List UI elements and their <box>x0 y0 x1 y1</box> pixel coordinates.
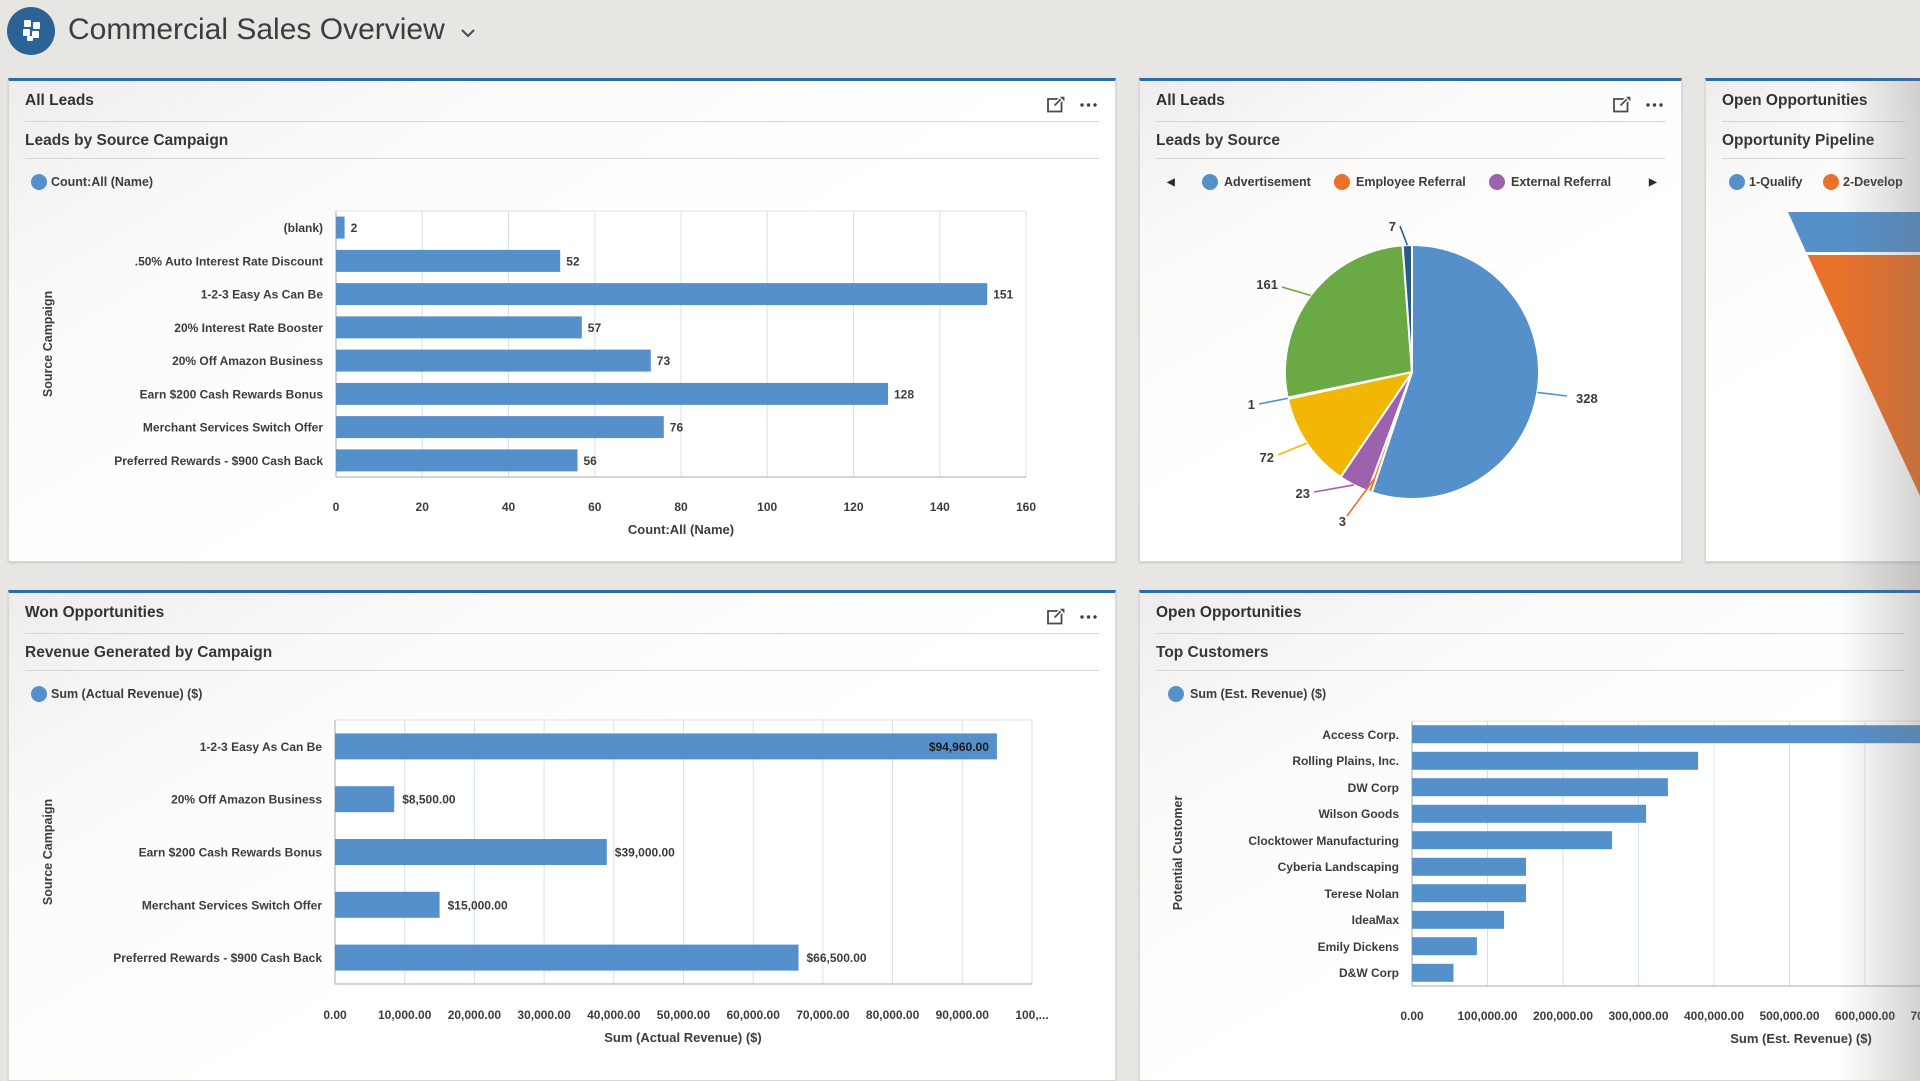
svg-text:50,000.00: 50,000.00 <box>657 1008 711 1022</box>
svg-text:80: 80 <box>674 500 688 514</box>
svg-text:20% Interest Rate Booster: 20% Interest Rate Booster <box>174 321 323 335</box>
svg-text:76: 76 <box>670 421 684 435</box>
svg-text:(blank): (blank) <box>284 221 323 235</box>
svg-text:90,000.00: 90,000.00 <box>936 1008 990 1022</box>
svg-text:$8,500.00: $8,500.00 <box>402 793 456 807</box>
svg-text:40: 40 <box>502 500 516 514</box>
svg-text:151: 151 <box>993 288 1013 302</box>
svg-text:Terese Nolan: Terese Nolan <box>1325 887 1399 901</box>
svg-text:IdeaMax: IdeaMax <box>1352 913 1400 927</box>
svg-text:300,000.00: 300,000.00 <box>1608 1009 1668 1023</box>
svg-text:2: 2 <box>351 221 358 235</box>
svg-text:73: 73 <box>657 354 671 368</box>
svg-text:128: 128 <box>894 387 914 401</box>
svg-text:3: 3 <box>1339 514 1346 529</box>
svg-text:20% Off Amazon Business: 20% Off Amazon Business <box>172 354 323 368</box>
svg-text:20,000.00: 20,000.00 <box>448 1008 502 1022</box>
svg-text:100,...: 100,... <box>1015 1008 1048 1022</box>
svg-text:0: 0 <box>333 500 340 514</box>
svg-text:Clocktower Manufacturing: Clocktower Manufacturing <box>1248 834 1399 848</box>
svg-text:200,000.00: 200,000.00 <box>1533 1009 1593 1023</box>
svg-text:10,000.00: 10,000.00 <box>378 1008 432 1022</box>
svg-text:Cyberia Landscaping: Cyberia Landscaping <box>1278 860 1399 874</box>
svg-text:100: 100 <box>757 500 777 514</box>
svg-text:Source Campaign: Source Campaign <box>41 799 55 905</box>
svg-text:20% Off Amazon Business: 20% Off Amazon Business <box>171 793 322 807</box>
svg-text:Merchant Services Switch Offer: Merchant Services Switch Offer <box>142 898 322 912</box>
svg-text:0.00: 0.00 <box>323 1008 347 1022</box>
svg-text:DW Corp: DW Corp <box>1348 781 1399 795</box>
svg-text:Wilson Goods: Wilson Goods <box>1318 807 1399 821</box>
svg-text:1: 1 <box>1248 397 1255 412</box>
svg-text:D&W Corp: D&W Corp <box>1339 966 1399 980</box>
svg-text:161: 161 <box>1256 277 1278 292</box>
svg-text:7: 7 <box>1389 219 1396 234</box>
svg-text:57: 57 <box>588 321 602 335</box>
svg-text:40,000.00: 40,000.00 <box>587 1008 641 1022</box>
svg-text:Count:All (Name): Count:All (Name) <box>628 522 734 537</box>
svg-text:$39,000.00: $39,000.00 <box>615 846 675 860</box>
svg-text:$15,000.00: $15,000.00 <box>448 898 508 912</box>
svg-text:30,000.00: 30,000.00 <box>517 1008 571 1022</box>
svg-text:0.00: 0.00 <box>1400 1009 1424 1023</box>
svg-text:Access Corp.: Access Corp. <box>1322 728 1399 742</box>
svg-text:Preferred Rewards - $900 Cash: Preferred Rewards - $900 Cash Back <box>114 454 323 468</box>
svg-text:20: 20 <box>416 500 430 514</box>
svg-text:60: 60 <box>588 500 602 514</box>
svg-text:140: 140 <box>930 500 950 514</box>
svg-text:$94,960.00: $94,960.00 <box>929 740 989 754</box>
svg-text:60,000.00: 60,000.00 <box>727 1008 781 1022</box>
svg-text:80,000.00: 80,000.00 <box>866 1008 920 1022</box>
svg-text:500,000.00: 500,000.00 <box>1759 1009 1819 1023</box>
svg-text:Potential Customer: Potential Customer <box>1171 796 1185 911</box>
svg-text:400,000.00: 400,000.00 <box>1684 1009 1744 1023</box>
svg-text:Merchant Services Switch Offer: Merchant Services Switch Offer <box>143 421 323 435</box>
svg-text:Earn $200 Cash Rewards Bonus: Earn $200 Cash Rewards Bonus <box>139 846 323 860</box>
svg-text:Earn $200 Cash Rewards Bonus: Earn $200 Cash Rewards Bonus <box>140 387 324 401</box>
svg-text:1-2-3 Easy As Can Be: 1-2-3 Easy As Can Be <box>200 740 323 754</box>
svg-text:70,000.00: 70,000.00 <box>796 1008 850 1022</box>
svg-text:52: 52 <box>566 254 580 268</box>
svg-text:1-2-3 Easy As Can Be: 1-2-3 Easy As Can Be <box>201 288 324 302</box>
svg-text:120: 120 <box>843 500 863 514</box>
svg-text:23: 23 <box>1296 486 1310 501</box>
svg-text:Rolling Plains, Inc.: Rolling Plains, Inc. <box>1292 754 1399 768</box>
svg-text:Source Campaign: Source Campaign <box>41 291 55 397</box>
svg-text:$66,500.00: $66,500.00 <box>807 951 867 965</box>
svg-text:Sum (Actual Revenue) ($): Sum (Actual Revenue) ($) <box>604 1030 761 1045</box>
svg-text:.50% Auto Interest Rate Discou: .50% Auto Interest Rate Discount <box>135 254 323 268</box>
svg-text:Emily Dickens: Emily Dickens <box>1318 940 1400 954</box>
svg-text:72: 72 <box>1260 450 1274 465</box>
svg-text:56: 56 <box>584 454 598 468</box>
svg-text:160: 160 <box>1016 500 1036 514</box>
svg-text:328: 328 <box>1576 391 1598 406</box>
svg-text:100,000.00: 100,000.00 <box>1457 1009 1517 1023</box>
svg-text:Preferred Rewards - $900 Cash: Preferred Rewards - $900 Cash Back <box>113 951 322 965</box>
